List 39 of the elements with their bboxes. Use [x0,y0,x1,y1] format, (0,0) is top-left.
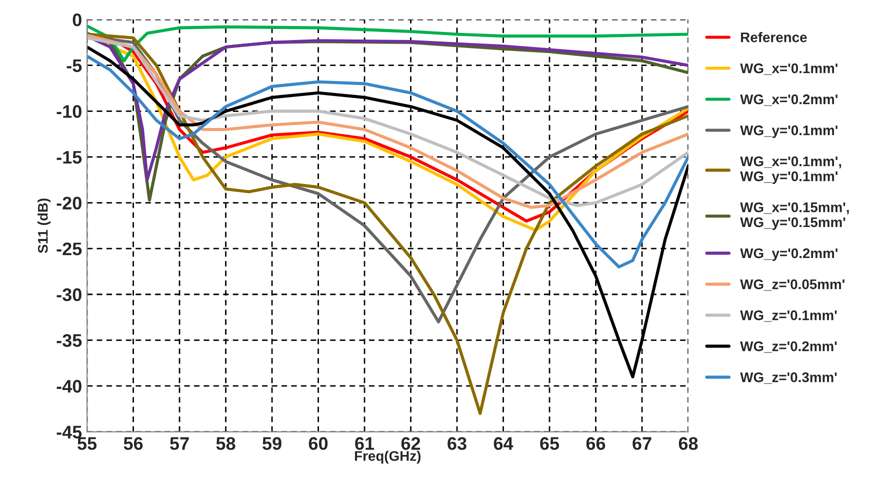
x-axis-title: Freq(GHz) [355,450,421,464]
line-series [87,24,688,62]
legend-label: WG_y='0.1mm' [740,125,838,138]
x-tick-label: 59 [262,437,282,450]
x-tick-label: 60 [308,437,328,450]
x-tick-label: 61 [355,437,374,450]
legend-label: WG_x='0.15mm', WG_y='0.15mm' [740,202,849,230]
x-tick-label: 64 [494,437,514,450]
x-tick-label: 56 [124,437,143,450]
x-tick-label: 66 [586,437,606,450]
x-tick-label: 58 [216,437,236,450]
y-tick-label: -10 [56,105,82,118]
x-tick-label: 68 [678,437,698,450]
legend-label: WG_z='0.2mm' [740,341,837,353]
x-tick-label: 62 [401,437,420,450]
y-tick-label: -40 [56,380,82,393]
legend-label: WG_x='0.2mm' [740,94,838,106]
y-tick-label: -45 [56,426,82,439]
y-tick-label: -5 [66,59,82,72]
y-axis-title: S11 (dB) [38,198,51,254]
legend-label: WG_x='0.1mm', WG_y='0.1mm' [740,156,842,184]
x-tick-label: 55 [78,437,97,450]
y-tick-label: -20 [56,196,82,210]
legend-label: WG_x='0.1mm' [740,63,838,75]
x-tick-label: 57 [170,437,189,450]
y-tick-label: -35 [56,334,82,347]
x-tick-label: 65 [540,437,560,450]
legend-label: Reference [741,32,807,42]
y-tick-label: -25 [56,242,82,256]
line-series [87,54,688,268]
legend-label: WG_z='0.05mm' [740,279,844,291]
legend-label: WG_z='0.3mm' [740,372,837,384]
legend-label: WG_y='0.2mm' [740,248,838,261]
y-tick-label: -30 [56,288,82,302]
x-tick-label: 63 [448,437,466,450]
x-tick-label: 67 [632,437,652,450]
legend-label: WG_z='0.1mm' [740,310,837,322]
y-tick-label: -15 [56,151,82,164]
y-tick-label: 0 [72,13,82,26]
